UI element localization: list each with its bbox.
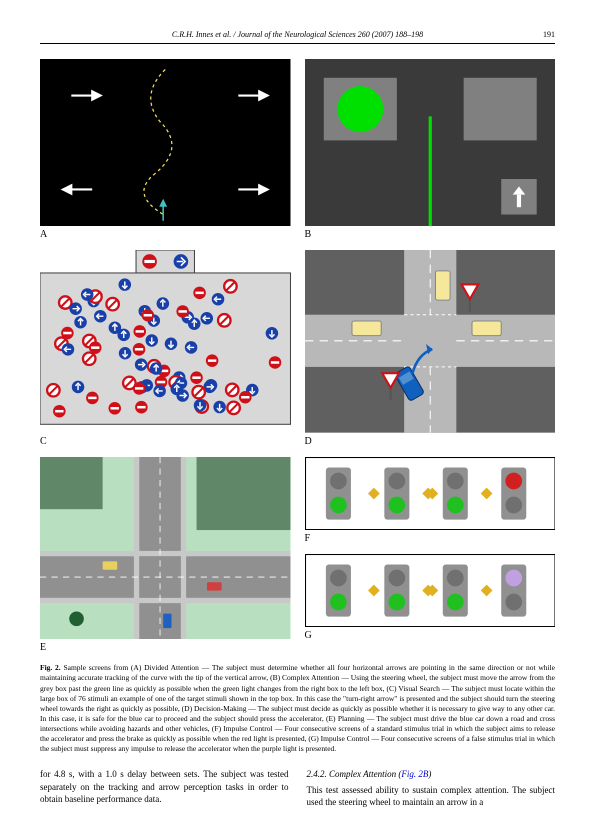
panel-b-svg (305, 59, 556, 226)
caption-lead: Fig. 2. (40, 663, 61, 672)
right-para: This test assessed ability to sustain co… (307, 785, 556, 807)
body-text: for 4.8 s, with a 1.0 s delay between se… (40, 768, 555, 807)
panel-g: G (305, 554, 556, 641)
panel-g-label: G (305, 630, 556, 641)
panel-c-label: C (40, 436, 291, 447)
panel-c: C (40, 250, 291, 447)
panel-e-svg (40, 457, 291, 640)
panel-e-label: E (40, 642, 291, 653)
panel-g-svg (305, 554, 556, 627)
citation: C.R.H. Innes et al. / Journal of the Neu… (172, 30, 423, 39)
panel-a: A (40, 59, 291, 240)
panel-b: B (305, 59, 556, 240)
panel-a-svg (40, 59, 291, 226)
header-rule (40, 43, 555, 44)
panel-a-label: A (40, 229, 291, 240)
panel-b-label: B (305, 229, 556, 240)
panel-f-svg (305, 457, 556, 530)
page-number: 191 (543, 30, 555, 39)
figure-caption: Fig. 2. Sample screens from (A) Divided … (40, 663, 555, 754)
panel-d-svg (305, 250, 556, 433)
section-heading: 2.4.2. Complex Attention (Fig. 2B) (307, 768, 556, 780)
fig-ref-link[interactable]: Fig. 2B (401, 769, 428, 779)
panel-f-label: F (305, 533, 556, 544)
panel-fg-wrap: F G (305, 457, 556, 654)
right-column: 2.4.2. Complex Attention (Fig. 2B) This … (307, 768, 556, 807)
panel-d-label: D (305, 436, 556, 447)
panel-d: D (305, 250, 556, 447)
running-header: C.R.H. Innes et al. / Journal of the Neu… (40, 30, 555, 39)
caption-text: Sample screens from (A) Divided Attentio… (40, 663, 555, 753)
left-para: for 4.8 s, with a 1.0 s delay between se… (40, 769, 289, 803)
panel-c-svg (40, 250, 291, 433)
left-column: for 4.8 s, with a 1.0 s delay between se… (40, 768, 289, 807)
panel-e: E (40, 457, 291, 654)
panel-f: F (305, 457, 556, 544)
figure-2-grid: A B C (40, 59, 555, 653)
